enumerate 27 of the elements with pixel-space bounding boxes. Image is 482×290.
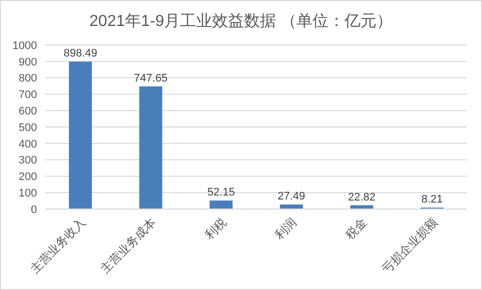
data-label: 52.15 [207,186,235,198]
x-tick-label: 亏损企业损额 [379,215,440,276]
x-tick-label: 税金 [342,215,370,242]
y-tick-label: 0 [30,204,37,216]
data-label: 898.49 [64,48,98,60]
y-tick-label: 100 [18,188,37,200]
bar [139,86,162,209]
x-tick-label: 利税 [202,215,229,242]
data-label: 27.49 [278,190,306,202]
bar [68,62,92,209]
data-label: 8.21 [421,194,443,206]
y-tick-label: 600 [18,106,37,118]
y-tick-label: 400 [18,138,37,150]
x-tick-label: 主营业务收入 [28,215,88,276]
x-tick-label: 主营业务成本 [98,215,159,276]
data-label: 747.65 [134,72,168,84]
y-tick-label: 900 [18,56,37,68]
bar [210,200,233,209]
data-label: 22.82 [348,191,376,204]
chart-title: 2021年1-9月工业效益数据 （单位：亿元） [88,12,394,32]
y-tick-label: 300 [18,154,37,167]
y-tick-label: 800 [18,72,37,85]
y-tick-label: 1000 [12,40,37,52]
x-tick-label: 利润 [272,215,300,242]
y-tick-label: 500 [18,122,37,134]
y-tick-label: 200 [18,171,37,184]
y-tick-label: 700 [18,89,37,102]
